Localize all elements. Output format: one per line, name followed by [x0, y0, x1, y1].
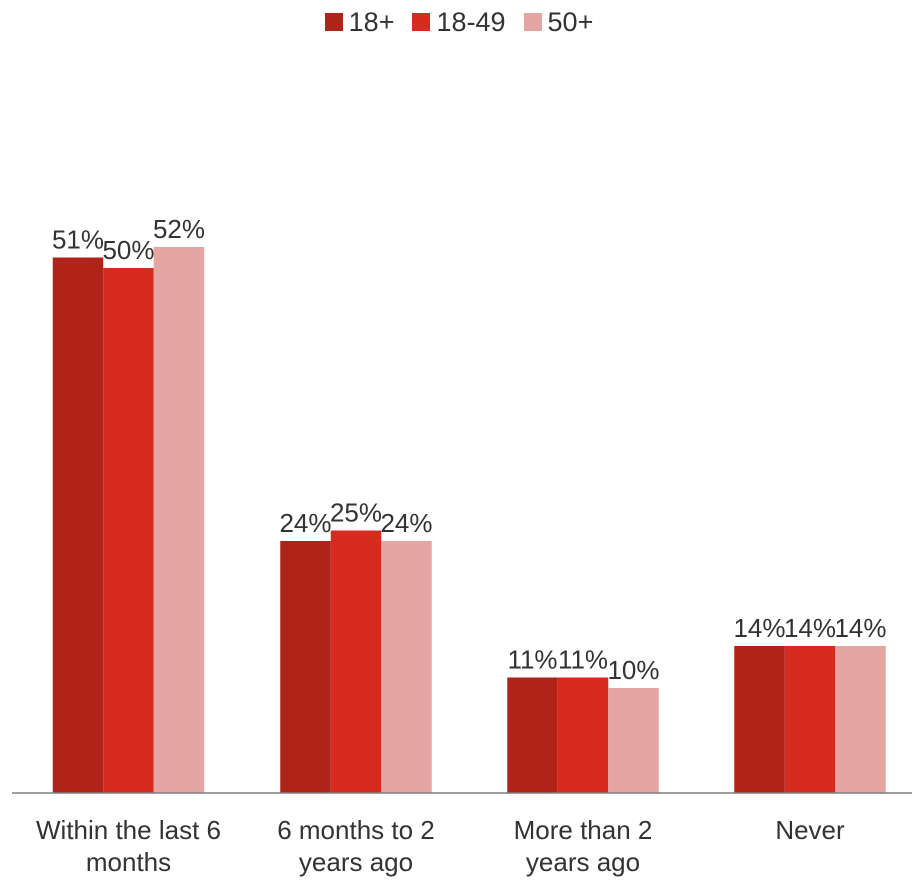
bar-50-plus-cat-3	[835, 646, 886, 793]
bar-18-plus-cat-0	[52, 257, 104, 793]
bar-18-plus-cat-1	[280, 541, 331, 793]
x-tick-labels-group: Within the last 6 months 6 months to 2 year…	[36, 815, 845, 877]
data-labels-group: 51%50%52%24%25%24%11% 11% 10%14%14%14%	[52, 214, 887, 685]
legend-swatch-18-49	[412, 13, 431, 31]
bar-18-plus-cat-2	[507, 677, 558, 793]
data-label-18-49-cat-1: 25%	[330, 498, 382, 528]
bar-50-plus-cat-2	[608, 688, 659, 793]
legend-swatch-50-plus	[523, 13, 542, 31]
bar-18-49-cat-2	[557, 677, 609, 793]
legend-item-50-plus: 50+	[523, 6, 594, 38]
legend-item-18-plus: 18+	[324, 6, 395, 38]
bar-18-49-cat-3	[784, 646, 836, 793]
bar-18-49-cat-0	[103, 268, 154, 793]
bar-50-plus-cat-1	[381, 541, 432, 793]
bar-18-49-cat-1	[330, 530, 382, 793]
legend-item-18-49: 18-49	[412, 6, 506, 38]
legend-label-18-plus: 18+	[348, 6, 395, 37]
data-label-50-plus-cat-2: 10%	[607, 655, 659, 685]
x-tick-label-3: Never	[775, 815, 845, 845]
x-tick-label-1: 6 months to 2 years ago	[277, 815, 435, 877]
x-tick-label-2: More than 2 years ago	[514, 815, 653, 877]
data-label-18-plus-cat-0: 51%	[52, 225, 104, 255]
chart-legend: 18+ 18-49 50+	[0, 0, 918, 44]
data-label-50-plus-cat-0: 52%	[153, 214, 205, 244]
data-label-50-plus-cat-3: 14%	[834, 613, 886, 643]
x-tick-label-0: Within the last 6 months	[36, 815, 221, 877]
data-label-18-plus-cat-3: 14%	[733, 613, 785, 643]
legend-swatch-18-plus	[324, 13, 343, 31]
data-label-18-plus-cat-1: 24%	[279, 508, 331, 538]
bar-50-plus-cat-0	[153, 247, 205, 793]
data-label-18-49-cat-0: 50%	[102, 235, 154, 265]
data-label-18-49-cat-2: 11%	[558, 645, 608, 675]
legend-label-50-plus: 50+	[547, 6, 594, 37]
bar-18-plus-cat-3	[734, 646, 785, 793]
bars-group	[52, 247, 886, 793]
data-label-18-plus-cat-2: 11%	[507, 645, 557, 675]
legend-label-18-49: 18-49	[436, 6, 506, 37]
data-label-18-49-cat-3: 14%	[784, 613, 836, 643]
data-label-50-plus-cat-1: 24%	[380, 508, 432, 538]
